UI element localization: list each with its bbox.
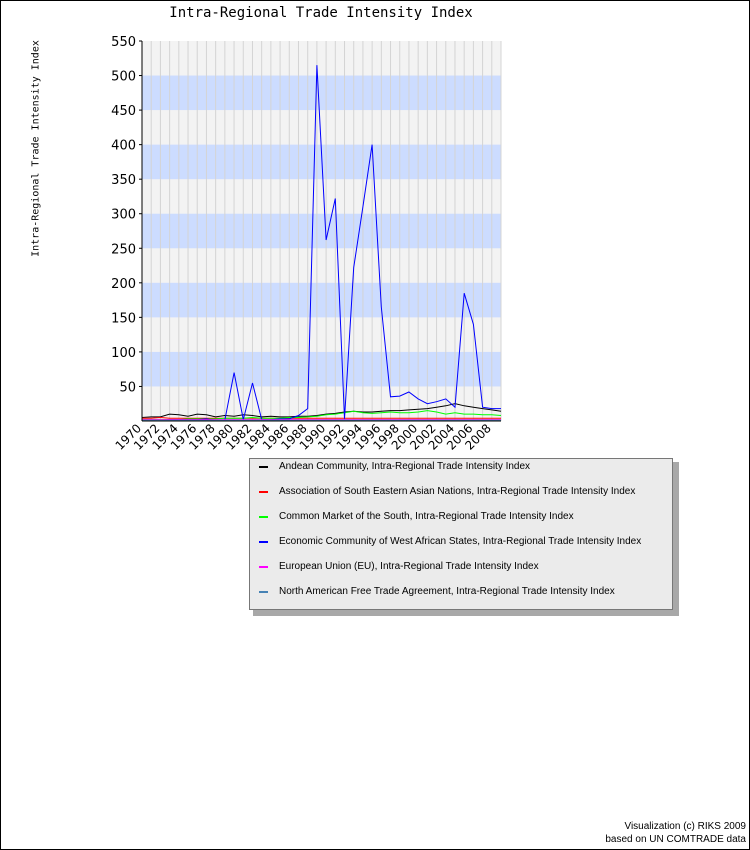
y-tick-label: 350 [111,173,136,188]
legend-swatch [259,591,268,593]
series-lines [141,65,502,421]
legend-swatch [259,491,268,493]
y-tick-label: 300 [111,208,136,223]
axes [141,41,501,422]
vertical-gridlines [141,41,502,421]
legend-label: North American Free Trade Agreement, Int… [279,586,615,597]
chart-title: Intra-Regional Trade Intensity Index [169,5,473,21]
series-line [142,416,501,419]
legend-item: Economic Community of West African State… [250,534,670,550]
y-tick-label: 550 [111,35,136,50]
legend-label: Common Market of the South, Intra-Region… [279,511,574,522]
chart-plot: 50 100 150 200 250 300 350 400 450 500 550 1970197… [111,35,502,453]
credit-text: Visualization (c) RIKS 2009 based on UN … [605,820,746,846]
y-tick-label: 400 [111,139,136,154]
plot-background [142,41,501,421]
y-tick-label: 200 [111,277,136,292]
legend-swatch [259,466,268,468]
y-tick-labels: 50 100 150 200 250 300 350 400 450 500 550 [111,35,142,395]
legend-label: Economic Community of West African State… [279,536,642,547]
y-tick-label: 100 [111,346,136,361]
legend-label: Association of South Eastern Asian Natio… [279,486,636,497]
legend-swatch [259,516,268,518]
y-tick-label: 500 [111,70,136,85]
legend-item: Association of South Eastern Asian Natio… [250,484,670,500]
legend-item: North American Free Trade Agreement, Int… [250,584,670,600]
y-tick-label: 50 [119,380,136,395]
grid-band [142,75,501,111]
y-tick-label: 250 [111,242,136,257]
y-tick-label: 150 [111,311,136,326]
grid-band [142,351,501,387]
y-tick-label: 450 [111,104,136,119]
credit-line-2: based on UN COMTRADE data [605,834,746,845]
legend-swatch [259,541,268,543]
credit-line-1: Visualization (c) RIKS 2009 [624,821,746,832]
legend-item: European Union (EU), Intra-Regional Trad… [250,559,670,575]
grid-band [142,213,501,249]
legend: Andean Community, Intra-Regional Trade I… [249,458,673,610]
legend-item: Andean Community, Intra-Regional Trade I… [250,459,670,475]
x-tick-labels: 1970197219741976197819801982198419861988… [113,421,494,452]
legend-swatch [259,566,268,568]
series-line [141,403,502,418]
grid-band [142,282,501,318]
legend-label: European Union (EU), Intra-Regional Trad… [279,561,539,572]
legend-item: Common Market of the South, Intra-Region… [250,509,670,525]
legend-label: Andean Community, Intra-Regional Trade I… [279,461,531,472]
